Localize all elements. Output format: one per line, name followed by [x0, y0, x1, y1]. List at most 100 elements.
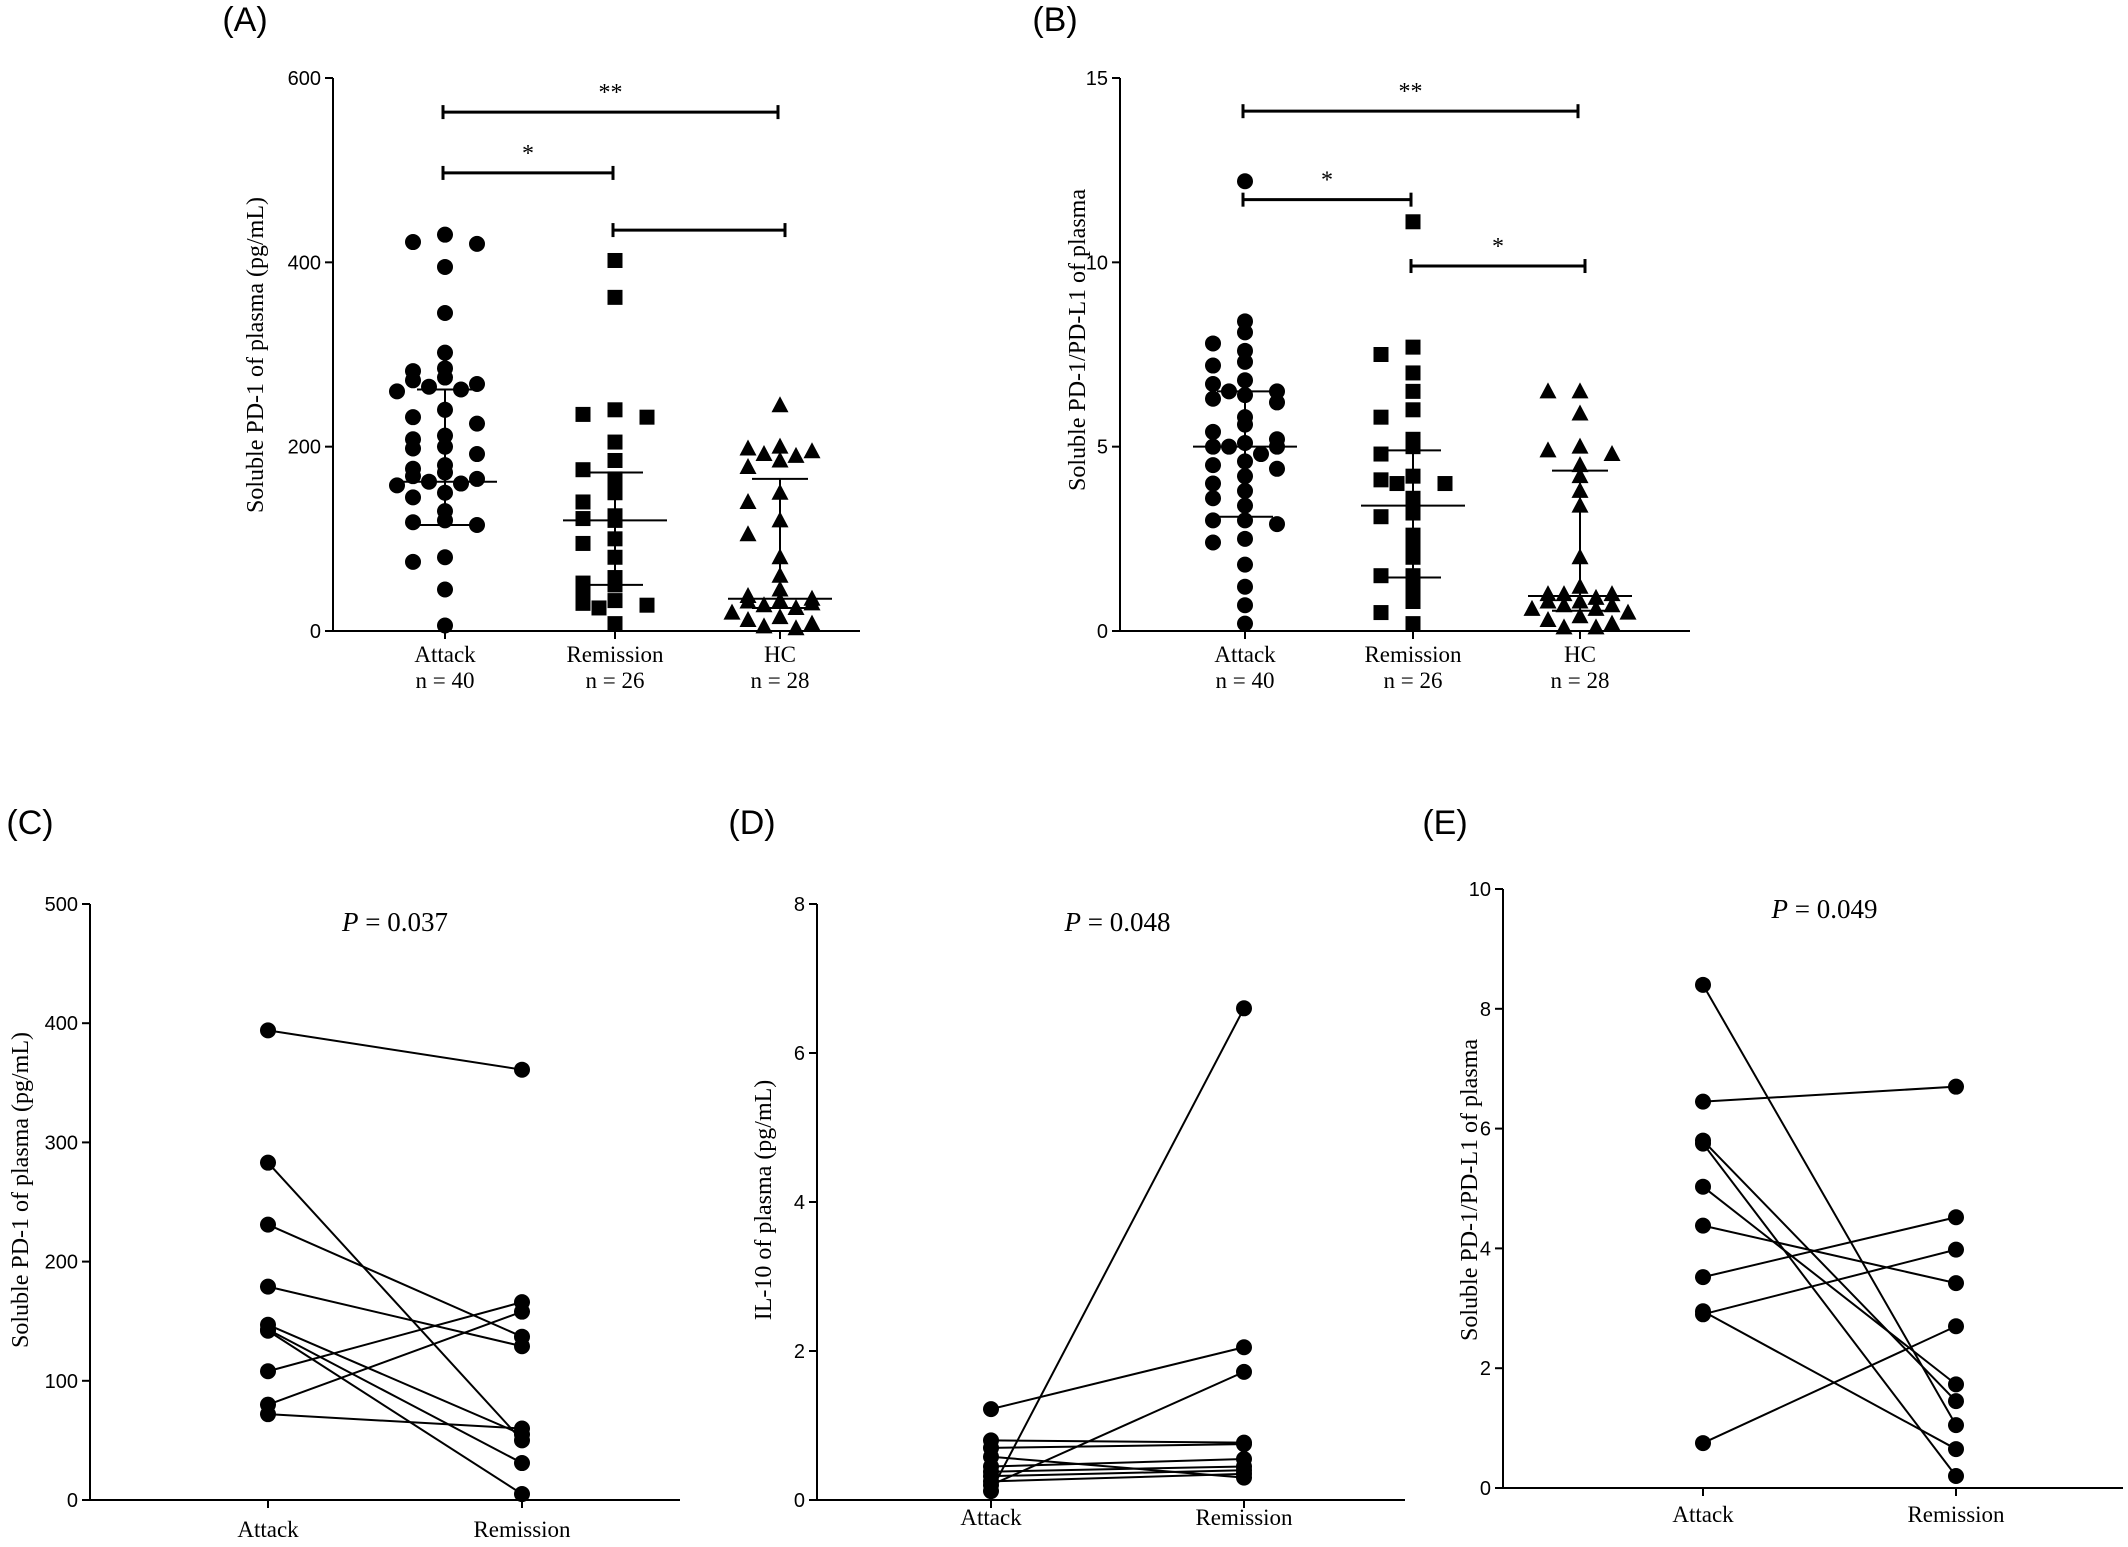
data-point-remission [1236, 1339, 1252, 1356]
data-point-hc [739, 525, 757, 542]
data-point-hc [1571, 437, 1589, 454]
paired-line [267, 1323, 523, 1436]
y-tick-label: 400 [288, 252, 321, 274]
significance-label: * [1321, 168, 1333, 194]
data-point-remission [1405, 579, 1421, 595]
paired-line [1702, 1310, 1957, 1450]
chart-panel-e: (E) 0 2 4 6 8 10 Soluble PD-1/PD-L1 of plasma At… [1422, 804, 2123, 1527]
paired-line [990, 1465, 1245, 1473]
data-point-remission [607, 402, 623, 418]
data-point-hc [803, 594, 821, 611]
paired-line [267, 1413, 523, 1430]
data-point-remission [607, 593, 623, 609]
data-point-attack [437, 305, 453, 322]
data-point-attack [469, 415, 485, 432]
data-point-attack [437, 369, 453, 386]
data-point-remission [639, 409, 655, 425]
data-point-attack [1237, 578, 1253, 595]
data-point-attack [469, 446, 485, 463]
paired-subject [1695, 1217, 1964, 1292]
data-point-attack [1237, 313, 1253, 330]
median-iqr-hc [1528, 469, 1632, 612]
paired-subject [1695, 976, 1964, 1434]
p-value-rest: = 0.049 [1788, 894, 1877, 924]
data-point-remission [639, 597, 655, 613]
data-point-remission [514, 1486, 530, 1503]
paired-subject [1695, 1178, 1964, 1393]
data-point-hc [723, 603, 741, 620]
panel-label: (D) [728, 804, 775, 842]
data-point-attack [1695, 1135, 1711, 1152]
data-point-attack [1237, 530, 1253, 547]
data-point-hc [755, 617, 773, 634]
data-point-hc [1587, 599, 1605, 616]
x-category-label: Remission [473, 1517, 571, 1542]
p-value-label: P = 0.037 [341, 907, 448, 937]
paired-subject [260, 1216, 530, 1345]
x-category-label: Remission [1907, 1502, 2005, 1527]
data-point-attack [405, 234, 421, 251]
p-value-rest: = 0.037 [359, 907, 448, 937]
data-point-remission [1373, 509, 1389, 525]
data-point-attack [1269, 394, 1285, 411]
data-point-attack [469, 470, 485, 487]
data-point-attack [1695, 1217, 1711, 1234]
data-point-remission [1373, 472, 1389, 488]
data-point-attack [1237, 342, 1253, 359]
data-point-remission [514, 1420, 530, 1437]
data-point-attack [1695, 1093, 1711, 1110]
data-point-attack [405, 372, 421, 389]
paired-line [990, 1443, 1245, 1449]
data-point-attack [437, 549, 453, 566]
data-point-attack [1237, 353, 1253, 370]
paired-line [267, 1310, 523, 1406]
paired-subject [1695, 1132, 1964, 1410]
data-point-remission [514, 1303, 530, 1320]
data-point-remission [1405, 402, 1421, 418]
data-point-attack [1237, 372, 1253, 389]
p-value-rest: = 0.048 [1081, 907, 1170, 937]
x-category-n-label: n = 28 [751, 668, 810, 693]
data-point-attack [1237, 324, 1253, 341]
data-point-hc [771, 396, 789, 413]
paired-subject [260, 1322, 530, 1503]
data-point-remission [1236, 1363, 1252, 1380]
y-tick-label: 400 [45, 1013, 78, 1035]
significance-bracket: ** [441, 80, 780, 120]
x-category-n-label: n = 26 [1384, 668, 1443, 693]
data-point-attack [1205, 512, 1221, 529]
y-tick-label: 4 [794, 1192, 805, 1214]
paired-line [990, 1007, 1245, 1492]
data-point-hc [1571, 382, 1589, 399]
data-point-hc [1523, 599, 1541, 616]
data-point-remission [514, 1338, 530, 1355]
data-point-attack [1237, 556, 1253, 573]
data-point-attack [437, 258, 453, 275]
data-point-remission [1948, 1468, 1964, 1485]
data-point-remission [1405, 616, 1421, 632]
paired-line [267, 1285, 523, 1348]
data-point-attack [405, 553, 421, 570]
y-tick-label: 300 [45, 1132, 78, 1154]
data-point-attack [260, 1406, 276, 1423]
paired-subject [1695, 1241, 1964, 1323]
data-point-attack [389, 383, 405, 400]
data-point-remission [1948, 1078, 1964, 1095]
data-point-remission [1405, 594, 1421, 610]
data-point-remission [607, 616, 623, 632]
y-tick-label: 8 [794, 894, 805, 916]
data-point-attack [1205, 390, 1221, 407]
paired-subject [983, 1000, 1252, 1500]
data-point-attack [405, 514, 421, 531]
significance-bracket: * [1241, 168, 1413, 207]
median-iqr-attack [1193, 390, 1297, 518]
y-tick-label: 200 [288, 437, 321, 459]
y-tick-label: 4 [1480, 1238, 1491, 1260]
data-point-remission [1389, 476, 1405, 492]
paired-line [990, 1346, 1245, 1411]
data-point-attack [1205, 357, 1221, 374]
y-tick-label: 0 [794, 1490, 805, 1512]
data-point-remission [1948, 1209, 1964, 1226]
paired-line [1702, 1325, 1957, 1444]
